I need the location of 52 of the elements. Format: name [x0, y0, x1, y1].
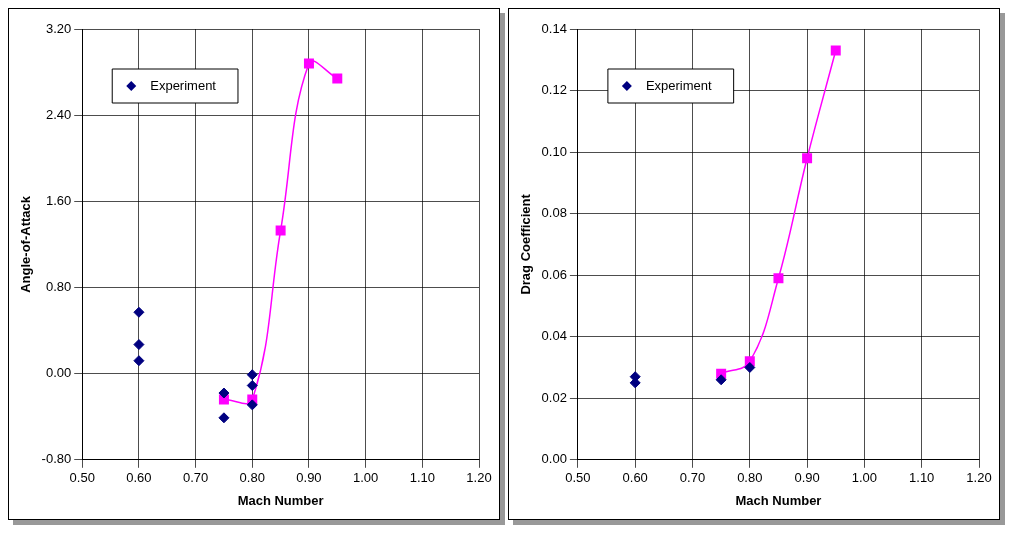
- point: [275, 225, 286, 236]
- y-tick-label: 3.20: [45, 20, 72, 36]
- x-tick-label: 0.90: [296, 470, 322, 486]
- legend-label: Experiment: [150, 77, 217, 93]
- point: [802, 153, 813, 164]
- x-axis-title: Mach Number: [237, 492, 324, 508]
- y-tick-label: 1.60: [45, 192, 72, 208]
- point: [133, 355, 145, 367]
- point: [246, 399, 258, 411]
- x-tick-label: 0.50: [69, 470, 95, 486]
- x-tick-label: 0.70: [182, 470, 209, 486]
- point: [744, 361, 756, 373]
- x-tick-label: 0.50: [565, 470, 591, 486]
- y-tick-label: 2.40: [45, 106, 72, 122]
- y-tick-label: 0.10: [541, 143, 567, 159]
- x-tick-label: 0.60: [126, 470, 152, 486]
- y-tick-label: 0.04: [541, 328, 567, 344]
- point: [773, 273, 784, 284]
- point: [830, 45, 841, 56]
- point: [133, 306, 145, 318]
- legend-label: Experiment: [645, 77, 713, 93]
- x-tick-label: 1.20: [466, 470, 492, 486]
- y-tick-label: 0.02: [541, 389, 567, 405]
- x-tick-label: 0.80: [239, 470, 265, 486]
- point: [303, 58, 314, 69]
- y-tick-label: 0.14: [541, 20, 567, 36]
- x-tick-label: 1.00: [851, 470, 878, 486]
- x-tick-label: 1.20: [966, 470, 992, 486]
- y-tick-label: 0.06: [541, 266, 567, 282]
- point: [246, 369, 258, 381]
- point: [715, 374, 727, 386]
- x-axis-title: Mach Number: [735, 492, 822, 508]
- y-tick-label: 0.12: [541, 82, 567, 98]
- y-tick-label: 0.00: [541, 451, 567, 467]
- x-tick-label: 1.10: [409, 470, 435, 486]
- point: [218, 412, 230, 424]
- x-tick-label: 0.80: [737, 470, 763, 486]
- y-axis-title: Drag Coefficient: [518, 193, 534, 295]
- y-tick-label: 0.80: [45, 279, 72, 295]
- point: [133, 339, 145, 351]
- x-tick-label: 1.00: [352, 470, 379, 486]
- point: [246, 379, 258, 391]
- x-tick-label: 0.70: [679, 470, 706, 486]
- y-tick-label: -0.80: [41, 451, 72, 467]
- y-tick-label: 0.08: [541, 205, 567, 221]
- y-tick-label: 0.00: [45, 365, 72, 381]
- x-tick-label: 0.90: [794, 470, 820, 486]
- point: [332, 73, 343, 84]
- x-tick-label: 0.60: [622, 470, 648, 486]
- point: [218, 387, 230, 399]
- x-tick-label: 1.10: [909, 470, 935, 486]
- y-axis-title: Angle-of-Attack: [18, 195, 34, 293]
